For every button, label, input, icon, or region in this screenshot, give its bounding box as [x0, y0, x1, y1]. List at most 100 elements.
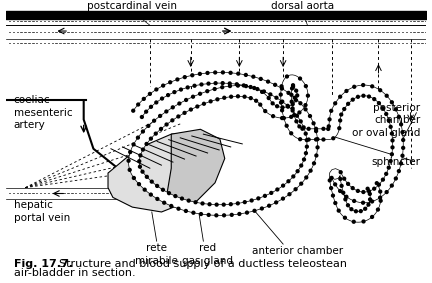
Circle shape: [388, 159, 393, 163]
Circle shape: [149, 105, 153, 109]
Circle shape: [248, 85, 253, 89]
Circle shape: [286, 91, 291, 95]
Circle shape: [280, 105, 285, 110]
Circle shape: [293, 187, 298, 191]
Circle shape: [295, 113, 299, 118]
Circle shape: [194, 200, 198, 204]
Circle shape: [367, 189, 371, 193]
Circle shape: [275, 104, 279, 108]
Circle shape: [158, 114, 162, 118]
Circle shape: [361, 94, 365, 98]
Circle shape: [269, 191, 273, 195]
Circle shape: [195, 104, 200, 109]
Circle shape: [221, 70, 225, 74]
Circle shape: [338, 177, 343, 181]
Circle shape: [214, 213, 219, 217]
Circle shape: [368, 192, 372, 196]
Circle shape: [236, 83, 240, 88]
Circle shape: [180, 196, 184, 201]
Circle shape: [185, 85, 190, 90]
Circle shape: [295, 93, 299, 98]
Circle shape: [169, 204, 173, 208]
Circle shape: [401, 138, 405, 142]
Circle shape: [314, 129, 318, 133]
Circle shape: [279, 93, 283, 97]
Circle shape: [161, 188, 165, 192]
Circle shape: [291, 83, 295, 87]
Circle shape: [304, 151, 308, 155]
Circle shape: [285, 124, 289, 128]
Circle shape: [400, 130, 405, 134]
Circle shape: [173, 194, 178, 198]
Circle shape: [190, 73, 194, 78]
Circle shape: [307, 137, 311, 142]
Circle shape: [329, 186, 333, 190]
Circle shape: [388, 125, 393, 129]
Circle shape: [250, 198, 254, 203]
Circle shape: [220, 81, 225, 85]
Circle shape: [368, 197, 372, 201]
Circle shape: [294, 119, 299, 123]
Circle shape: [378, 88, 382, 92]
Circle shape: [314, 127, 318, 131]
Circle shape: [314, 153, 318, 158]
Circle shape: [222, 213, 226, 217]
Circle shape: [244, 84, 248, 88]
Text: anterior chamber: anterior chamber: [252, 246, 343, 256]
Circle shape: [290, 108, 295, 113]
Circle shape: [361, 190, 365, 194]
Circle shape: [381, 177, 385, 182]
Circle shape: [361, 201, 365, 205]
Circle shape: [384, 172, 388, 176]
Circle shape: [372, 186, 376, 191]
Circle shape: [352, 85, 356, 89]
Circle shape: [228, 84, 232, 88]
Circle shape: [267, 96, 271, 100]
Circle shape: [308, 169, 313, 173]
Circle shape: [136, 136, 140, 140]
Circle shape: [331, 194, 335, 198]
Circle shape: [142, 97, 146, 101]
Text: posterior
chamber
or oval gland: posterior chamber or oval gland: [352, 103, 420, 138]
Circle shape: [280, 99, 284, 104]
Circle shape: [213, 81, 218, 85]
Circle shape: [192, 83, 197, 88]
Circle shape: [352, 220, 356, 224]
Circle shape: [280, 116, 284, 120]
Circle shape: [372, 97, 376, 101]
Circle shape: [209, 99, 213, 104]
Circle shape: [243, 200, 247, 204]
Circle shape: [140, 170, 145, 174]
Circle shape: [146, 124, 150, 128]
Circle shape: [154, 87, 159, 92]
Circle shape: [167, 191, 171, 195]
Circle shape: [378, 199, 383, 203]
Circle shape: [145, 175, 149, 179]
Circle shape: [340, 184, 344, 188]
Circle shape: [299, 181, 303, 186]
Circle shape: [400, 154, 405, 158]
Circle shape: [176, 114, 181, 119]
Circle shape: [138, 153, 143, 158]
Circle shape: [329, 109, 334, 113]
Circle shape: [378, 189, 382, 194]
Circle shape: [394, 107, 398, 112]
Circle shape: [141, 129, 145, 134]
Circle shape: [191, 211, 196, 215]
Circle shape: [161, 83, 165, 88]
Circle shape: [308, 114, 312, 118]
Circle shape: [333, 101, 337, 106]
Circle shape: [299, 163, 303, 168]
Circle shape: [338, 189, 342, 193]
Circle shape: [179, 87, 183, 92]
Circle shape: [346, 102, 350, 106]
Circle shape: [286, 179, 291, 183]
Circle shape: [199, 212, 203, 216]
Circle shape: [321, 137, 326, 142]
Circle shape: [384, 94, 389, 98]
Circle shape: [170, 118, 175, 123]
Circle shape: [291, 85, 295, 89]
Circle shape: [280, 108, 284, 113]
Circle shape: [378, 196, 382, 200]
Circle shape: [177, 101, 181, 106]
